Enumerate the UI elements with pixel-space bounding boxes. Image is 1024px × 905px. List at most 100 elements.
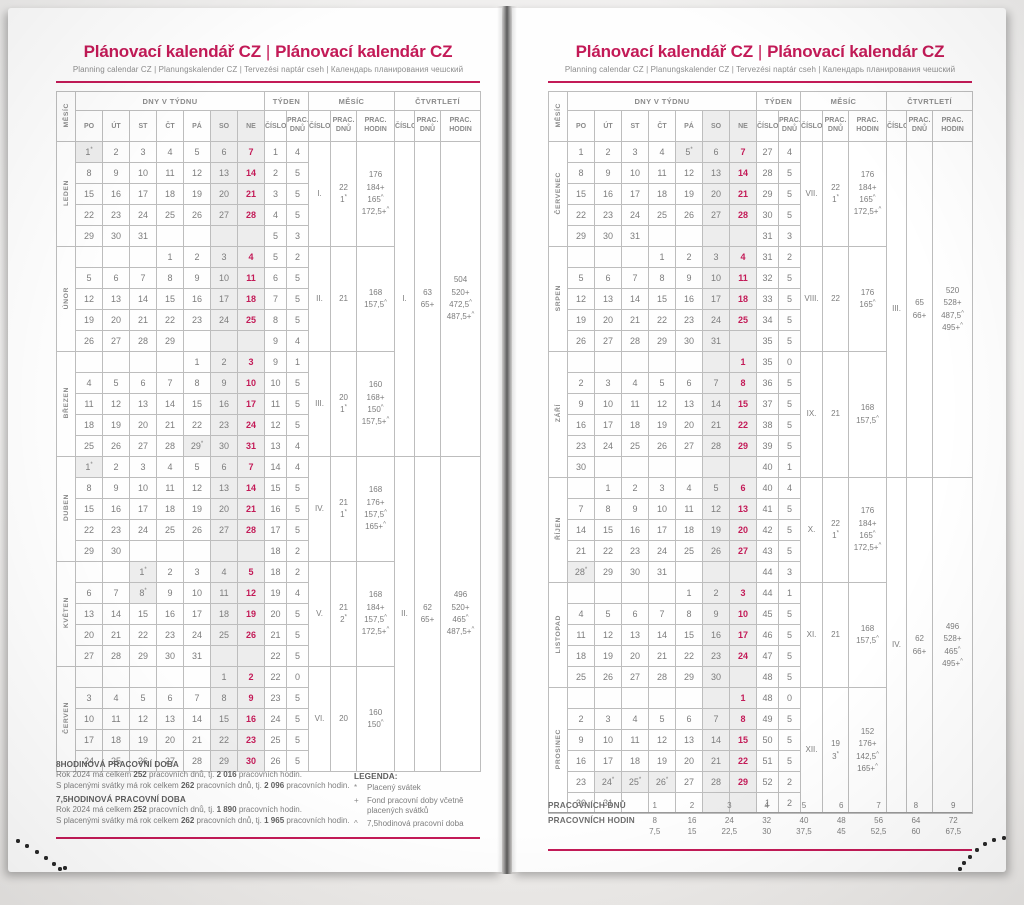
workdays-hours-table: PRACOVNÍCH DNŮ 1 2 3 4 5 6 7 8 9 PRACOVNÍCH HODIN 8… [548, 798, 972, 839]
day-cell: 19 [129, 729, 157, 751]
legend-text: 7,5hodinová pracovní doba [367, 818, 464, 828]
day-cell: 22 [594, 540, 622, 562]
day-cell: 30 [675, 330, 703, 352]
week-workdays-cell: 5 [777, 540, 802, 562]
day-cell: 17 [594, 414, 622, 436]
day-cell [156, 351, 184, 373]
workhours-value: 40 37,5 [785, 813, 822, 840]
day-cell: 27 [75, 645, 103, 667]
week-number-cell: 47 [756, 645, 779, 667]
day-cell: 4 [648, 141, 676, 163]
col-header-day-so: SO [210, 110, 238, 142]
day-cell: 6 [729, 477, 757, 499]
week-number-cell: 9 [264, 330, 287, 352]
col-header-week-cislo: ČÍSLO [756, 110, 779, 142]
day-cell: 7 [237, 141, 265, 163]
day-cell: 20 [675, 414, 703, 436]
day-cell: 29 [75, 225, 103, 247]
week-row: LEDEN 1* 2 3 4 5 6 7 1 4 I. 22 1* 176 184+ 165^ 172,5+^ I… [56, 141, 482, 457]
worktime-line: Rok 2024 má celkem 252 pracovních dnů, t… [56, 770, 302, 779]
week-row: PROSINEC 1 48 0 XII. 19 3* 152 176+ 142,5^ 165+^ [548, 687, 973, 814]
day-cell: 11 [675, 498, 703, 520]
week-row: 7 8 9 10 11 12 13 41 5 [549, 498, 973, 520]
day-cell: 10 [183, 582, 211, 604]
perforation-dot [992, 838, 996, 842]
day-cell: 4 [156, 456, 184, 478]
week-workdays-cell: 5 [777, 267, 802, 289]
week-row: 20 21 22 23 24 25 26 21 5 [57, 624, 481, 646]
day-cell: 26* [648, 771, 676, 793]
day-cell: 24 [594, 435, 622, 457]
title-separator: | [265, 42, 271, 61]
week-workdays-cell: 4 [285, 582, 310, 604]
week-workdays-cell: 5 [285, 414, 310, 436]
day-cell [702, 456, 730, 478]
day-cell [75, 561, 103, 583]
workhours-row: PRACOVNÍCH HODIN 8 7,5 16 15 24 22,5 32 30 40 37,5… [548, 813, 972, 840]
day-cell: 9 [102, 477, 130, 499]
week-number-cell: 32 [756, 267, 779, 289]
legend-text: Placený svátek [367, 783, 421, 792]
legend-symbol: + [354, 795, 359, 805]
week-row: 8 9 10 11 12 13 14 28 5 [549, 162, 973, 184]
day-cell: 9 [183, 267, 211, 289]
week-workdays-cell: 5 [285, 687, 310, 709]
day-cell: 3 [594, 708, 622, 730]
week-number-cell: 3 [264, 183, 287, 205]
day-cell: 30 [567, 456, 595, 478]
day-cell: 1 [210, 666, 238, 688]
month-number-cell: V. [308, 561, 332, 667]
week-number-cell: 5 [264, 225, 287, 247]
day-cell: 10 [129, 162, 157, 184]
week-row: 30 40 1 [549, 456, 973, 478]
day-cell: 3 [237, 351, 265, 373]
day-cell: 10 [210, 267, 238, 289]
worktime-line: Rok 2024 má celkem 252 pracovních dnů, t… [56, 805, 302, 814]
day-cell: 23 [210, 414, 238, 436]
col-header-week-prac-dnu: PRAC. DNŮ [285, 110, 310, 142]
day-cell: 3 [183, 561, 211, 583]
day-cell [129, 246, 157, 268]
day-cell: 6 [129, 372, 157, 394]
week-number-cell: 12 [264, 414, 287, 436]
perforation-dot [25, 844, 29, 848]
week-workdays-cell: 2 [777, 246, 802, 268]
col-header-quarter-prac-hodin: PRAC. HODIN [932, 110, 974, 142]
month-hours-cell: 168 157,5^ [356, 246, 396, 352]
day-cell [102, 246, 130, 268]
day-cell: 17 [75, 729, 103, 751]
week-number-cell: 44 [756, 561, 779, 583]
day-cell: 13 [675, 729, 703, 751]
week-number-cell: 49 [756, 708, 779, 730]
day-cell: 26 [183, 519, 211, 541]
day-cell: 22 [129, 624, 157, 646]
header-rule [548, 81, 972, 83]
month-number-cell: VIII. [800, 246, 824, 352]
week-workdays-cell: 5 [777, 624, 802, 646]
quarter-hours-cell: 496 520+ 465^ 487,5+^ [440, 456, 482, 772]
week-row: 2 3 4 5 6 7 8 49 5 [549, 708, 973, 730]
week-row: 12 13 14 15 16 17 18 33 5 [549, 288, 973, 310]
day-cell: 15 [129, 603, 157, 625]
week-row: 13 14 15 16 17 18 19 20 5 [57, 603, 481, 625]
day-cell: 22 [183, 414, 211, 436]
day-cell: 17 [183, 603, 211, 625]
day-cell: 14 [702, 729, 730, 751]
day-cell: 16 [102, 183, 130, 205]
day-cell: 29 [729, 771, 757, 793]
day-cell: 16 [621, 519, 649, 541]
day-cell: 12 [675, 162, 703, 184]
day-cell [210, 540, 238, 562]
week-row: SRPEN 1 2 3 4 31 2 VIII. 22 176 165^ [548, 246, 973, 352]
week-workdays-cell: 5 [285, 624, 310, 646]
month-label: LEDEN [56, 141, 76, 247]
week-workdays-cell: 0 [777, 687, 802, 709]
day-cell: 23 [102, 519, 130, 541]
day-cell: 20 [621, 645, 649, 667]
day-cell [621, 246, 649, 268]
day-cell: 5 [702, 477, 730, 499]
day-cell: 26 [102, 435, 130, 457]
week-row: 25 26 27 28 29* 30 31 13 4 [57, 435, 481, 457]
perforation-dot [52, 862, 56, 866]
col-header-dny-v-tydnu: DNY V TÝDNU [75, 91, 265, 111]
